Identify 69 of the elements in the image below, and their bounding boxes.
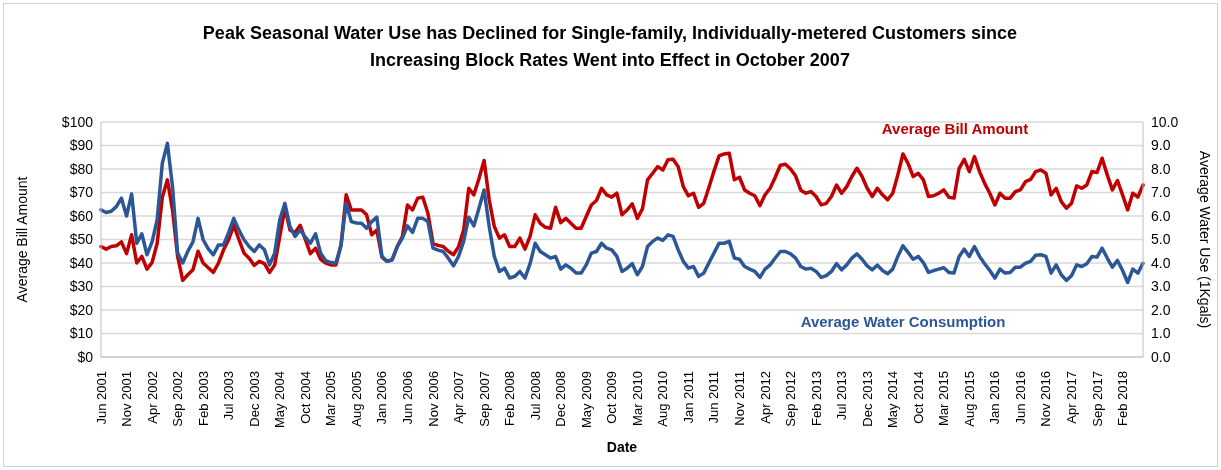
x-tick-label: Dec 2003 (246, 371, 262, 427)
y-tick-label: $40 (69, 254, 94, 271)
chart-title: Peak Seasonal Water Use has Declined for Single-family, Individually-metered Customers since Increasing Block Rates Went into Effect in October 2007 (201, 22, 1019, 72)
x-tick-label: Aug 2015 (961, 371, 977, 427)
y-tick-label: $70 (69, 184, 94, 201)
x-tick-label: Sep 2002 (170, 371, 186, 427)
x-tick-label: Apr 2012 (757, 371, 773, 424)
x-tick-label: Jul 2013 (834, 371, 850, 421)
x-tick-label: Apr 2017 (1063, 371, 1079, 424)
y2-axis-title: Average Water Use (1Kgals) (1197, 150, 1214, 329)
y2-tick-label: 9.0 (1151, 137, 1171, 154)
x-tick-label: Jan 2016 (987, 371, 1003, 425)
x-tick-label: May 2004 (272, 371, 288, 429)
y2-tick-label: 2.0 (1151, 301, 1171, 318)
x-tick-label: Dec 2013 (859, 371, 875, 427)
y2-tick-label: 0.0 (1151, 348, 1171, 365)
y2-tick-label: 5.0 (1151, 231, 1171, 248)
x-tick-label: Jul 2008 (527, 371, 543, 421)
x-tick-label: Sep 2007 (476, 371, 492, 427)
y2-tick-label: 3.0 (1151, 278, 1171, 295)
y2-tick-label: 6.0 (1151, 207, 1171, 224)
x-tick-label: Jun 2001 (93, 371, 109, 425)
x-tick-label: Mar 2005 (323, 371, 339, 426)
x-tick-label: Jun 2006 (399, 371, 415, 425)
y-tick-label: $60 (69, 207, 94, 224)
x-tick-label: Dec 2008 (553, 371, 569, 427)
y2-tick-label: 1.0 (1151, 325, 1171, 342)
x-tick-label: Jan 2011 (680, 371, 696, 424)
y-axis-title: Average Bill Amount (13, 176, 30, 303)
x-tick-label: Mar 2015 (936, 371, 952, 426)
text: Average Water Consumption (799, 313, 1007, 330)
x-tick-label: Oct 2009 (604, 371, 620, 424)
x-tick-label: Jun 2016 (1012, 371, 1028, 425)
x-tick-label: Sep 2012 (783, 371, 799, 427)
y-tick-label: $10 (69, 325, 94, 342)
x-tick-label: Sep 2017 (1089, 371, 1105, 427)
y2-tick-label: 4.0 (1151, 254, 1171, 271)
y-tick-label: $50 (69, 231, 94, 248)
x-tick-label: Nov 2011 (731, 371, 747, 426)
x-tick-label: Oct 2004 (297, 371, 313, 424)
y-tick-label: $0 (77, 348, 94, 365)
y2-tick-label: 8.0 (1151, 160, 1171, 177)
y-tick-label: $90 (69, 137, 94, 154)
x-tick-label: Jun 2011 (706, 371, 722, 424)
y-tick-label: $100 (61, 113, 94, 130)
x-tick-label: Nov 2016 (1038, 371, 1054, 427)
x-tick-label: Apr 2002 (144, 371, 160, 424)
y-tick-label: $80 (69, 160, 94, 177)
x-tick-label: Nov 2006 (425, 371, 441, 427)
y-tick-label: $30 (69, 278, 94, 295)
x-tick-label: Jul 2003 (221, 371, 237, 421)
series-label: Average Bill Amount (880, 120, 1030, 137)
y2-tick-label: 10.0 (1151, 113, 1179, 130)
x-tick-label: Feb 2003 (195, 371, 211, 426)
x-tick-label: Aug 2010 (655, 371, 671, 427)
x-tick-label: Jan 2006 (374, 371, 390, 425)
x-tick-label: Aug 2005 (348, 371, 364, 427)
x-axis-title: Date (606, 439, 638, 455)
x-tick-label: Feb 2013 (808, 371, 824, 426)
x-tick-label: Feb 2008 (502, 371, 518, 426)
x-tick-label: Feb 2018 (1115, 371, 1131, 426)
x-tick-label: Nov 2001 (119, 371, 135, 427)
x-tick-label: Oct 2014 (910, 371, 926, 424)
x-tick-label: Apr 2007 (451, 371, 467, 424)
y2-tick-label: 7.0 (1151, 184, 1171, 201)
y-tick-label: $20 (69, 301, 94, 318)
x-tick-label: May 2014 (885, 371, 901, 429)
x-tick-label: May 2009 (578, 371, 594, 429)
x-tick-label: Mar 2010 (629, 371, 645, 426)
